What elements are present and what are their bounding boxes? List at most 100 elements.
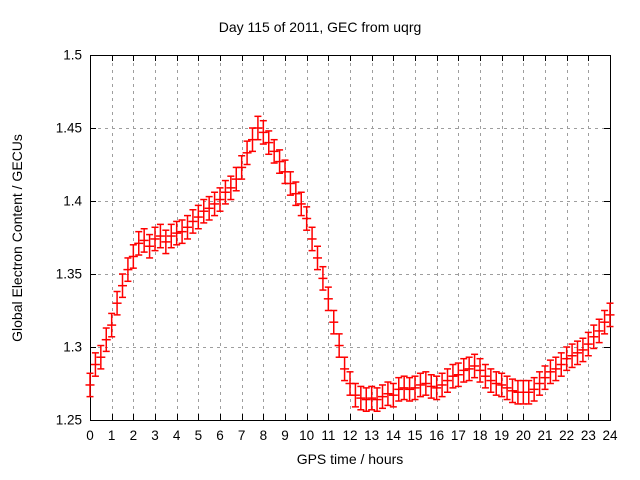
errorbar-point <box>459 357 469 383</box>
x-tick-label: 21 <box>537 428 552 443</box>
errorbar-point <box>502 375 512 401</box>
errorbar-point <box>356 385 366 411</box>
errorbar-point <box>529 376 539 402</box>
errorbar-point <box>410 375 420 401</box>
chart-title: Day 115 of 2011, GEC from uqrg <box>218 19 422 35</box>
errorbar-point <box>220 179 230 205</box>
x-tick-label: 7 <box>238 428 246 443</box>
x-tick-label: 1 <box>108 428 116 443</box>
errorbar-point <box>583 331 593 357</box>
errorbar-point <box>437 372 447 398</box>
x-tick-label: 9 <box>281 428 289 443</box>
x-tick-label: 16 <box>429 428 444 443</box>
errorbar-point <box>183 214 192 240</box>
errorbar-point <box>524 379 534 405</box>
errorbar-point <box>491 371 501 396</box>
errorbar-point <box>226 175 236 201</box>
errorbar-point <box>150 226 160 252</box>
errorbar-point <box>508 378 517 404</box>
errorbar-point <box>210 191 220 217</box>
errorbar-point <box>415 372 425 398</box>
y-tick-label: 1.3 <box>63 340 82 355</box>
error-bar-series <box>85 115 615 412</box>
y-tick-label: 1.5 <box>63 48 82 63</box>
errorbar-point <box>545 359 555 385</box>
errorbar-point <box>291 181 301 207</box>
errorbar-point <box>486 368 496 394</box>
errorbar-point <box>334 333 344 358</box>
errorbar-point <box>551 356 561 382</box>
x-tick-label: 23 <box>581 428 596 443</box>
errorbar-point <box>139 227 149 253</box>
errorbar-point <box>432 375 442 401</box>
errorbar-point <box>600 309 610 335</box>
x-tick-label: 8 <box>260 428 268 443</box>
errorbar-point <box>90 352 100 377</box>
errorbar-point <box>269 138 279 164</box>
errorbar-point <box>394 376 404 402</box>
x-tick-label: 2 <box>130 428 138 443</box>
errorbar-point <box>96 344 106 370</box>
errorbar-point <box>188 209 198 234</box>
errorbar-point <box>573 340 582 366</box>
errorbar-point <box>145 233 155 259</box>
errorbar-point <box>118 273 127 299</box>
y-tick-label: 1.45 <box>56 121 82 136</box>
errorbar-point <box>448 363 458 389</box>
errorbar-point <box>367 385 377 411</box>
errorbar-point <box>405 376 415 402</box>
errorbar-point <box>193 204 203 230</box>
errorbar-point <box>421 371 431 396</box>
errorbar-point <box>172 220 182 246</box>
errorbar-point <box>464 356 474 382</box>
errorbar-point <box>383 381 393 407</box>
y-tick-label: 1.35 <box>56 267 82 282</box>
y-tick-label: 1.25 <box>56 413 82 428</box>
errorbar-point <box>101 327 111 353</box>
plot-border <box>90 55 611 421</box>
x-tick-label: 18 <box>472 428 487 443</box>
errorbar-point <box>242 140 252 166</box>
y-tick-label: 1.4 <box>63 194 82 209</box>
errorbar-point <box>475 357 485 383</box>
x-tick-label: 0 <box>86 428 94 443</box>
errorbar-point <box>285 171 295 196</box>
errorbar-point <box>258 119 268 145</box>
errorbar-point <box>177 219 187 245</box>
x-tick-label: 12 <box>342 428 357 443</box>
errorbar-point <box>107 312 117 338</box>
errorbar-point <box>161 229 171 255</box>
errorbar-point <box>155 223 165 249</box>
x-tick-label: 14 <box>386 428 402 443</box>
x-tick-label: 20 <box>516 428 531 443</box>
errorbar-point <box>318 265 328 291</box>
errorbar-point <box>313 245 322 271</box>
errorbar-point <box>453 362 463 388</box>
errorbar-point <box>253 115 263 141</box>
errorbar-point <box>378 384 387 410</box>
tick-labels: 0 1 2 3 4 5 6 7 8 9 10 11 12 13 14 15 16 17 18 19 20 21 22 23 24… <box>56 48 618 444</box>
errorbar-point <box>340 356 350 382</box>
x-axis-label: GPS time / hours <box>296 451 404 467</box>
errorbar-point <box>426 373 436 399</box>
errorbar-point <box>540 365 550 391</box>
errorbar-point <box>204 195 214 221</box>
errorbar-point <box>85 372 95 398</box>
errorbar-point <box>578 337 588 363</box>
x-tick-label: 5 <box>195 428 203 443</box>
errorbar-point <box>388 382 398 408</box>
errorbar-point <box>567 343 577 369</box>
x-tick-label: 19 <box>494 428 509 443</box>
errorbar-point <box>112 290 122 316</box>
errorbar-point <box>329 309 339 335</box>
x-tick-label: 3 <box>151 428 159 443</box>
grid-lines <box>91 56 609 419</box>
errorbar-point <box>605 302 615 328</box>
errorbar-point <box>215 187 225 212</box>
x-tick-label: 11 <box>321 428 335 443</box>
errorbar-point <box>361 387 371 412</box>
x-tick-label: 10 <box>299 428 314 443</box>
errorbar-point <box>231 166 241 192</box>
errorbar-point <box>296 191 306 217</box>
errorbar-point <box>399 375 409 401</box>
